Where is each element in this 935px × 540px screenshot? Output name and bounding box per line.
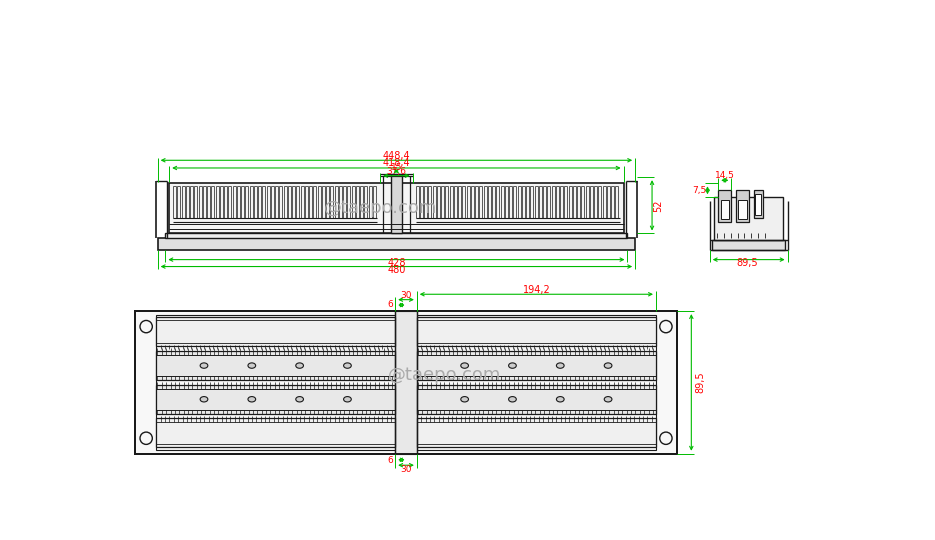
Bar — [736, 190, 749, 222]
Text: 89,5: 89,5 — [696, 372, 706, 393]
Bar — [417, 318, 656, 347]
Bar — [755, 194, 761, 215]
Text: 6: 6 — [388, 300, 394, 309]
Bar — [739, 200, 747, 219]
Bar — [417, 418, 656, 448]
Text: 14,5: 14,5 — [715, 171, 735, 180]
Bar — [718, 190, 731, 222]
Ellipse shape — [295, 363, 304, 368]
Text: 428: 428 — [387, 259, 406, 268]
Bar — [135, 311, 678, 454]
Text: 194,2: 194,2 — [523, 285, 550, 295]
Ellipse shape — [604, 396, 611, 402]
Ellipse shape — [461, 396, 468, 402]
Ellipse shape — [556, 396, 564, 402]
Bar — [156, 315, 656, 450]
Text: 15: 15 — [391, 163, 402, 172]
Text: 418,4: 418,4 — [382, 158, 410, 168]
Bar — [156, 384, 396, 414]
Bar — [754, 190, 763, 218]
Ellipse shape — [343, 363, 352, 368]
Text: @taepo.com: @taepo.com — [324, 199, 438, 218]
Text: 52: 52 — [654, 199, 663, 212]
Ellipse shape — [248, 396, 255, 402]
Text: 448,4: 448,4 — [382, 151, 410, 161]
Ellipse shape — [248, 363, 255, 368]
Text: @taepo.com: @taepo.com — [388, 366, 501, 384]
Bar — [156, 418, 396, 448]
Text: 89,5: 89,5 — [736, 259, 757, 268]
Ellipse shape — [200, 396, 208, 402]
Bar — [396, 311, 417, 454]
Text: 37,6: 37,6 — [386, 167, 407, 177]
Ellipse shape — [343, 396, 352, 402]
Bar — [169, 184, 624, 233]
Bar — [417, 384, 656, 414]
Text: 30: 30 — [400, 291, 411, 300]
Bar — [156, 318, 396, 347]
Bar — [156, 351, 396, 380]
Bar — [135, 311, 678, 454]
Bar — [417, 351, 656, 380]
Bar — [721, 200, 729, 219]
Ellipse shape — [509, 363, 516, 368]
Text: 30: 30 — [400, 465, 411, 474]
Ellipse shape — [461, 363, 468, 368]
Ellipse shape — [295, 396, 304, 402]
Bar — [391, 174, 402, 233]
Bar — [165, 233, 627, 238]
Text: 480: 480 — [387, 265, 406, 275]
Bar — [714, 197, 783, 240]
Ellipse shape — [200, 363, 208, 368]
Bar — [712, 240, 785, 249]
Bar — [158, 238, 635, 249]
Ellipse shape — [556, 363, 564, 368]
Text: 6: 6 — [388, 456, 394, 465]
Ellipse shape — [509, 396, 516, 402]
Text: 7,5: 7,5 — [693, 186, 707, 195]
Ellipse shape — [604, 363, 611, 368]
